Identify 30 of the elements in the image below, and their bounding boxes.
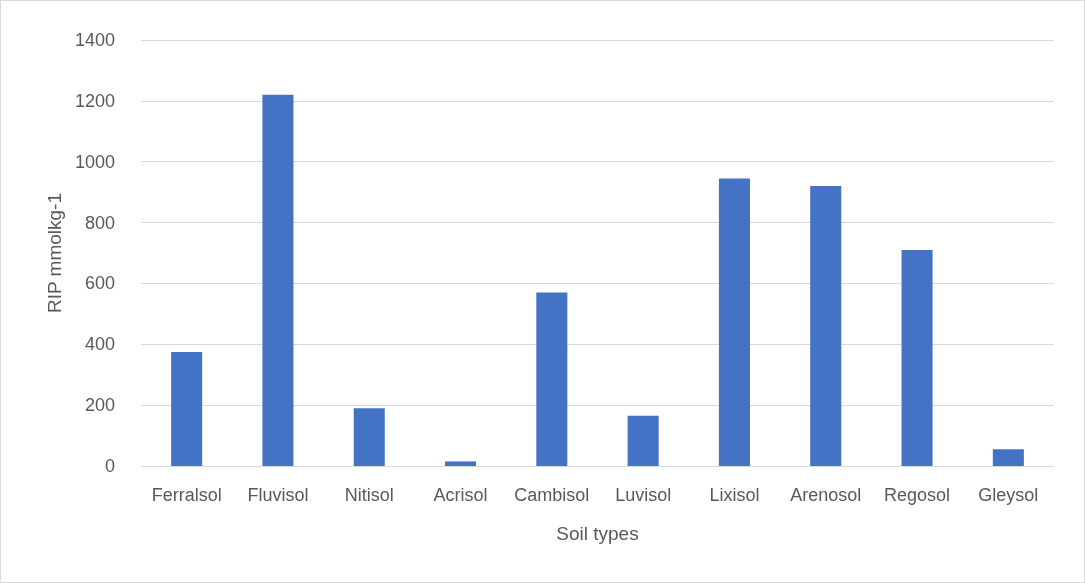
bar xyxy=(536,292,568,466)
x-tick-label: Regosol xyxy=(884,485,951,505)
y-axis-title: RIP mmolkg-1 xyxy=(44,192,66,314)
x-tick-label: Acrisol xyxy=(433,485,488,505)
bar xyxy=(810,186,842,466)
bar xyxy=(353,408,385,466)
y-tick-label: 0 xyxy=(104,456,115,476)
y-tick-label: 1000 xyxy=(74,151,115,172)
y-tick-label: 400 xyxy=(84,334,115,355)
y-tick-label: 1400 xyxy=(74,30,115,50)
y-tick-label: 800 xyxy=(84,212,115,233)
bar xyxy=(171,351,203,466)
x-tick-label: Ferralsol xyxy=(151,485,222,505)
x-tick-label: Arenosol xyxy=(790,485,862,505)
y-tick-label: 1200 xyxy=(74,90,115,111)
bar xyxy=(718,178,750,466)
x-tick-label: Lixisol xyxy=(709,485,760,505)
y-tick-label: 200 xyxy=(84,395,115,416)
bar xyxy=(627,415,659,466)
x-tick-label: Cambisol xyxy=(514,485,590,505)
bar xyxy=(992,449,1024,466)
x-tick-label: Luvisol xyxy=(615,485,672,505)
x-tick-label: Nitisol xyxy=(344,485,394,505)
x-tick-label: Fluvisol xyxy=(247,485,309,505)
y-tick-label: 600 xyxy=(84,273,115,294)
x-axis-title: Soil types xyxy=(556,523,639,544)
bar xyxy=(262,94,294,466)
bar xyxy=(901,249,933,466)
x-tick-label: Gleysol xyxy=(978,485,1039,505)
bar xyxy=(445,461,477,466)
